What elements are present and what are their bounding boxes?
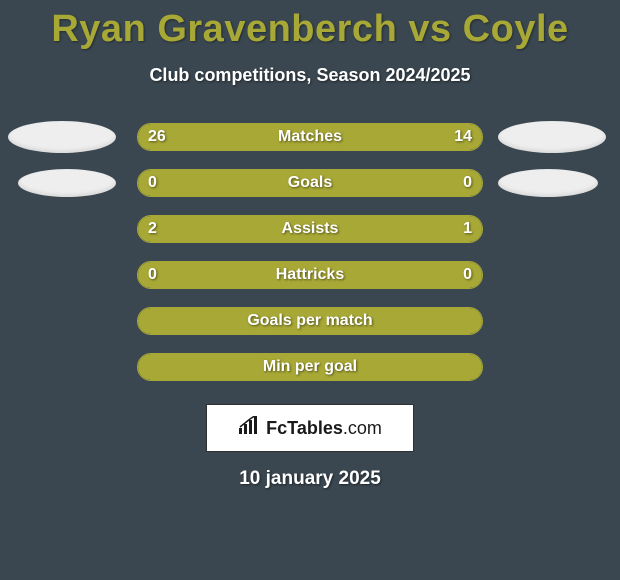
logo-box: FcTables.com xyxy=(206,404,414,452)
stat-value-left: 26 xyxy=(148,128,166,146)
stat-bar-fill-full xyxy=(138,308,482,334)
stat-bar-fill-right xyxy=(310,262,482,288)
stat-bar-track: 00Goals xyxy=(137,169,483,197)
stat-row: 2614Matches xyxy=(0,114,620,160)
barchart-icon xyxy=(238,416,260,441)
stat-bar-fill-left xyxy=(138,216,367,242)
stat-bar-track: 2614Matches xyxy=(137,123,483,151)
stat-value-left: 0 xyxy=(148,266,157,284)
stat-bar-fill-left xyxy=(138,124,362,150)
stat-bar-fill-left xyxy=(138,262,310,288)
stat-rows: 2614Matches00Goals21Assists00HattricksGo… xyxy=(0,114,620,390)
page-title: Ryan Gravenberch vs Coyle xyxy=(0,0,620,51)
stat-row: Min per goal xyxy=(0,344,620,390)
stat-bar-track: 00Hattricks xyxy=(137,261,483,289)
avatar-oval-left xyxy=(18,169,116,197)
stat-bar-track: 21Assists xyxy=(137,215,483,243)
stat-row: 00Goals xyxy=(0,160,620,206)
stat-bar-fill-left xyxy=(138,170,310,196)
avatar-oval-right xyxy=(498,169,598,197)
stat-value-right: 1 xyxy=(463,220,472,238)
stat-value-right: 0 xyxy=(463,266,472,284)
stat-row: 21Assists xyxy=(0,206,620,252)
stat-bar-fill-full xyxy=(138,354,482,380)
stat-value-left: 2 xyxy=(148,220,157,238)
stat-bar-track: Goals per match xyxy=(137,307,483,335)
stat-value-right: 14 xyxy=(454,128,472,146)
stat-value-left: 0 xyxy=(148,174,157,192)
stat-bar-fill-right xyxy=(310,170,482,196)
stat-row: 00Hattricks xyxy=(0,252,620,298)
date-text: 10 january 2025 xyxy=(0,468,620,490)
stat-bar-track: Min per goal xyxy=(137,353,483,381)
page-subtitle: Club competitions, Season 2024/2025 xyxy=(0,65,620,86)
avatar-oval-right xyxy=(498,121,606,153)
avatar-oval-left xyxy=(8,121,116,153)
stat-value-right: 0 xyxy=(463,174,472,192)
stat-row: Goals per match xyxy=(0,298,620,344)
logo-text: FcTables.com xyxy=(266,418,382,439)
